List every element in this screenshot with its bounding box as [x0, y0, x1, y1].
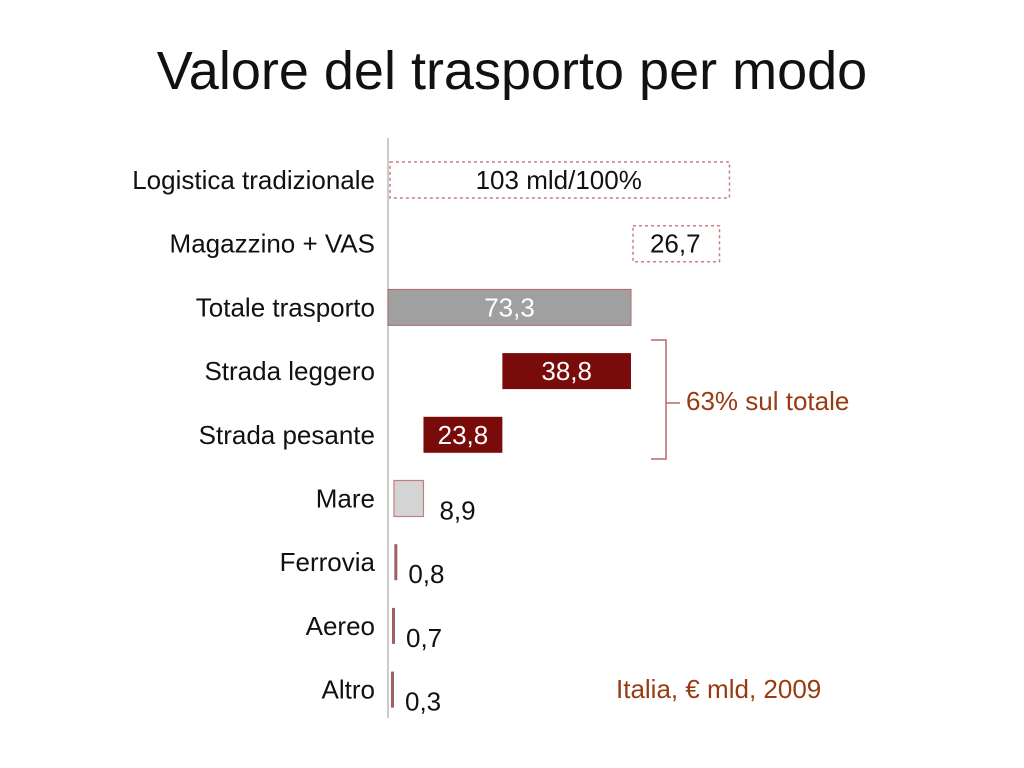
category-label-magazzino-vas: Magazzino + VAS: [170, 229, 375, 259]
category-label-aereo: Aereo: [306, 611, 375, 641]
bracket-label: 63% sul totale: [686, 386, 850, 416]
value-label-mare: 8,9: [439, 496, 475, 526]
bar-strada-leggero: [502, 353, 631, 390]
bar-strada-pesante: [423, 416, 503, 453]
bracket: [651, 339, 680, 460]
category-label-altro: Altro: [322, 675, 375, 705]
category-label-ferrovia: Ferrovia: [280, 547, 376, 577]
bar-ferrovia: [394, 544, 398, 581]
value-label-strada-leggero: 38,8: [541, 356, 592, 386]
bar-altro: [391, 671, 394, 708]
chart-title: Valore del trasporto per modo: [156, 41, 868, 101]
bar-logistica-tradizionale: [389, 161, 731, 199]
value-label-logistica-tradizionale: 103 mld/100%: [476, 165, 642, 195]
value-label-aereo: 0,7: [406, 623, 442, 653]
bar-aereo: [391, 607, 395, 644]
value-label-totale-trasporto: 73,3: [484, 292, 535, 322]
value-label-strada-pesante: 23,8: [438, 420, 489, 450]
category-label-strada-leggero: Strada leggero: [204, 356, 375, 386]
bar-magazzino-vas: [632, 224, 721, 263]
category-label-logistica-tradizionale: Logistica tradizionale: [132, 165, 375, 195]
value-label-altro: 0,3: [405, 687, 441, 717]
bar-mare: [393, 479, 425, 518]
category-label-totale-trasporto: Totale trasporto: [196, 292, 375, 322]
bar-totale-trasporto: [387, 288, 632, 326]
value-label-magazzino-vas: 26,7: [650, 229, 701, 259]
category-label-strada-pesante: Strada pesante: [199, 420, 375, 450]
source-note: Italia, € mld, 2009: [616, 674, 822, 704]
category-label-mare: Mare: [316, 484, 375, 514]
value-label-ferrovia: 0,8: [408, 559, 444, 589]
